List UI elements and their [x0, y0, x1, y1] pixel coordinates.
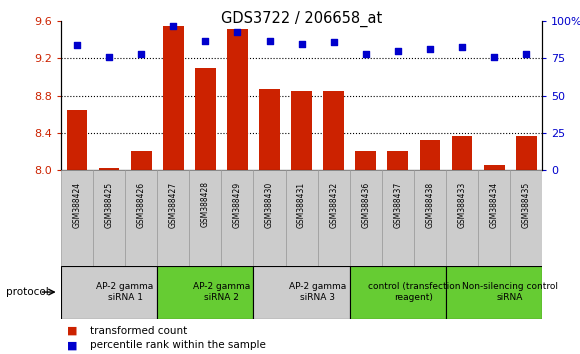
Bar — [253, 170, 285, 266]
Bar — [195, 68, 216, 170]
Bar — [478, 170, 510, 266]
Bar — [446, 170, 478, 266]
Bar — [163, 26, 184, 170]
Text: GSM388434: GSM388434 — [490, 181, 499, 228]
Bar — [157, 170, 189, 266]
Bar — [189, 170, 222, 266]
Bar — [323, 91, 344, 170]
Text: GSM388438: GSM388438 — [426, 181, 434, 228]
Bar — [253, 266, 350, 319]
Point — [329, 39, 338, 45]
Text: ■: ■ — [67, 326, 81, 336]
Bar — [125, 170, 157, 266]
Bar — [414, 170, 446, 266]
Point — [393, 48, 403, 54]
Bar — [259, 89, 280, 170]
Bar — [99, 168, 119, 170]
Text: GDS3722 / 206658_at: GDS3722 / 206658_at — [221, 11, 382, 27]
Bar — [227, 29, 248, 170]
Text: GSM388437: GSM388437 — [393, 181, 403, 228]
Text: GSM388430: GSM388430 — [265, 181, 274, 228]
Bar — [93, 170, 125, 266]
Text: GSM388429: GSM388429 — [233, 181, 242, 228]
Bar — [516, 136, 536, 170]
Text: percentile rank within the sample: percentile rank within the sample — [90, 340, 266, 350]
Point — [265, 38, 274, 44]
Bar — [61, 170, 93, 266]
Bar — [130, 152, 151, 170]
Point — [361, 51, 371, 57]
Bar — [318, 170, 350, 266]
Text: GSM388431: GSM388431 — [297, 181, 306, 228]
Bar — [67, 109, 88, 170]
Bar — [419, 140, 440, 170]
Bar — [356, 152, 376, 170]
Text: Non-silencing control
siRNA: Non-silencing control siRNA — [462, 282, 558, 302]
Text: control (transfection
reagent): control (transfection reagent) — [368, 282, 460, 302]
Text: GSM388435: GSM388435 — [522, 181, 531, 228]
Bar — [350, 266, 446, 319]
Text: GSM388426: GSM388426 — [137, 181, 146, 228]
Text: ■: ■ — [67, 340, 81, 350]
Text: transformed count: transformed count — [90, 326, 187, 336]
Point — [425, 47, 434, 52]
Point — [72, 42, 82, 48]
Bar — [510, 170, 542, 266]
Point — [169, 23, 178, 29]
Point — [297, 41, 306, 46]
Text: protocol: protocol — [6, 287, 49, 297]
Bar — [484, 165, 505, 170]
Text: GSM388427: GSM388427 — [169, 181, 177, 228]
Text: AP-2 gamma
siRNA 2: AP-2 gamma siRNA 2 — [193, 282, 250, 302]
Bar — [222, 170, 253, 266]
Bar — [382, 170, 414, 266]
Point — [136, 51, 146, 57]
Text: GSM388428: GSM388428 — [201, 181, 210, 227]
Point — [521, 51, 531, 57]
Point — [201, 38, 210, 44]
Text: AP-2 gamma
siRNA 1: AP-2 gamma siRNA 1 — [96, 282, 154, 302]
Text: AP-2 gamma
siRNA 3: AP-2 gamma siRNA 3 — [289, 282, 346, 302]
Bar — [285, 170, 318, 266]
Text: GSM388424: GSM388424 — [72, 181, 81, 228]
Text: GSM388433: GSM388433 — [458, 181, 466, 228]
Bar — [157, 266, 253, 319]
Bar — [61, 266, 157, 319]
Bar — [291, 91, 312, 170]
Text: GSM388436: GSM388436 — [361, 181, 370, 228]
Bar — [446, 266, 542, 319]
Bar — [452, 136, 473, 170]
Bar — [387, 152, 408, 170]
Text: GSM388425: GSM388425 — [104, 181, 114, 228]
Text: GSM388432: GSM388432 — [329, 181, 338, 228]
Point — [104, 54, 114, 60]
Point — [233, 29, 242, 34]
Point — [490, 54, 499, 60]
Bar — [350, 170, 382, 266]
Point — [458, 44, 467, 49]
